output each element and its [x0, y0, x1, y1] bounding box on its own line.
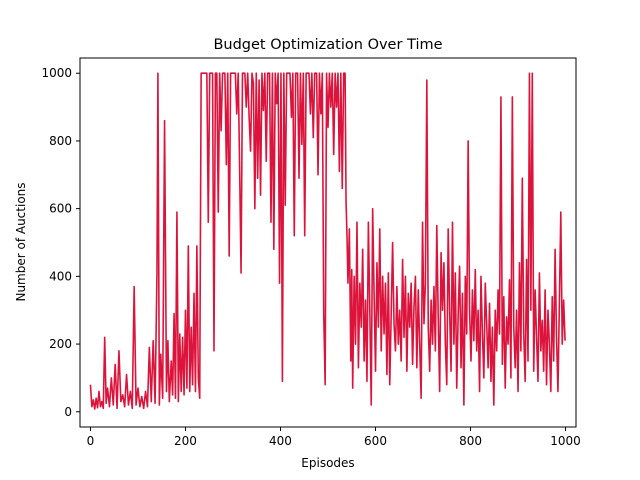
x-tick-label: 200 — [174, 434, 197, 448]
y-tick-label: 600 — [49, 202, 72, 216]
x-axis: 0 200 400 600 800 1000 — [87, 427, 581, 448]
x-tick-label: 0 — [87, 434, 95, 448]
y-axis-label: Number of Auctions — [14, 182, 28, 301]
y-tick-label: 1000 — [41, 66, 72, 80]
x-axis-label: Episodes — [301, 456, 354, 470]
y-tick-label: 800 — [49, 134, 72, 148]
x-tick-label: 1000 — [550, 434, 581, 448]
series-line-0 — [89, 72, 566, 410]
plot-area — [89, 72, 566, 410]
y-tick-label: 200 — [49, 337, 72, 351]
x-tick-label: 600 — [364, 434, 387, 448]
y-axis: 0 200 400 600 800 1000 — [41, 66, 80, 419]
y-tick-label: 0 — [64, 405, 72, 419]
y-tick-label: 400 — [49, 269, 72, 283]
x-tick-label: 400 — [269, 434, 292, 448]
chart-title: Budget Optimization Over Time — [213, 37, 442, 53]
x-tick-label: 800 — [459, 434, 482, 448]
plot-frame — [79, 57, 577, 428]
